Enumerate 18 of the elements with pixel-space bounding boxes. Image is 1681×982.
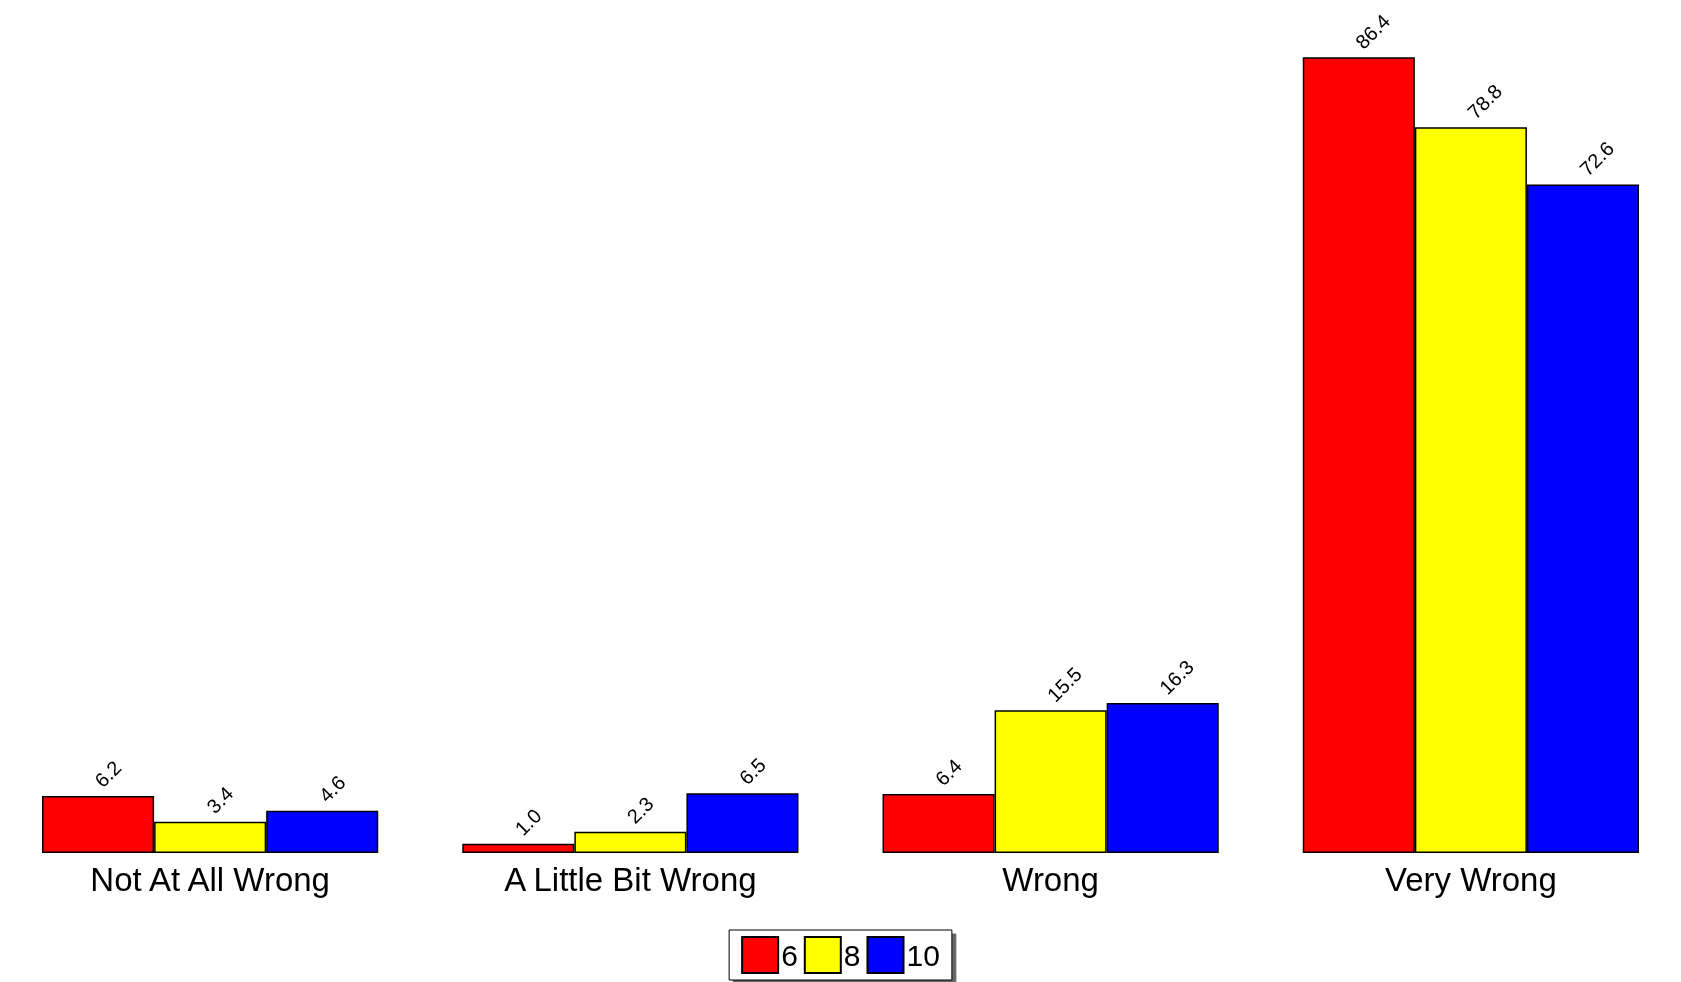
data-label: 86.4 — [1351, 10, 1395, 54]
data-label: 4.6 — [314, 771, 350, 807]
legend-label: 6 — [781, 938, 798, 972]
data-label: 6.5 — [734, 753, 770, 789]
data-label: 1.0 — [510, 804, 546, 840]
data-label: 6.2 — [90, 756, 126, 792]
x-tick-label: Wrong — [1002, 861, 1099, 898]
legend-label: 10 — [906, 938, 940, 972]
data-label: 72.6 — [1575, 137, 1619, 181]
legend-label: 8 — [843, 938, 861, 972]
data-label: 78.8 — [1463, 79, 1507, 124]
x-tick-label: Very Wrong — [1384, 861, 1557, 898]
data-label: 6.4 — [930, 754, 966, 790]
data-label: 16.3 — [1154, 655, 1198, 699]
x-tick-label: Not At All Wrong — [90, 861, 330, 898]
x-tick-label: A Little Bit Wrong — [504, 861, 757, 898]
data-label: 2.3 — [622, 792, 658, 828]
data-label: 3.4 — [202, 782, 238, 818]
